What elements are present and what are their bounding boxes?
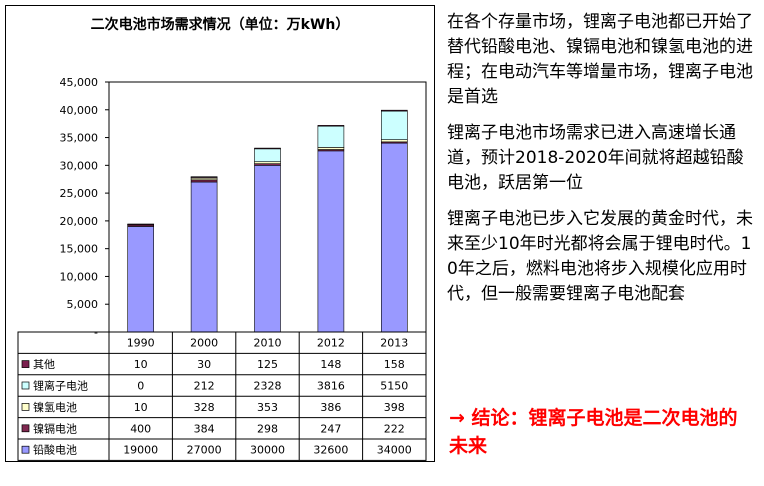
table-value: 10 — [134, 401, 148, 414]
y-tick-label: 40,000 — [60, 104, 99, 117]
table-value: 125 — [257, 358, 278, 371]
y-tick-label: 15,000 — [60, 243, 99, 256]
bar-segment — [317, 125, 345, 127]
table-value: 158 — [384, 358, 405, 371]
y-axis-ticks: 45,000 40,000 35,000 30,000 25,000 20,000 15,0… — [60, 76, 109, 339]
table-value: 398 — [384, 401, 405, 414]
table-value: 384 — [194, 422, 215, 435]
table-value: 34000 — [377, 444, 412, 457]
paragraph-future: 锂离子电池已步入它发展的黄金时代，未来至少10年时光都将会属于锂电时代。10年之… — [447, 209, 753, 304]
legend-label: 铅酸电池 — [33, 443, 77, 457]
table-value: 328 — [194, 401, 215, 414]
table-value: 27000 — [187, 444, 222, 457]
y-tick-label: 35,000 — [60, 132, 99, 145]
bar-segment — [190, 179, 218, 183]
legend-swatch — [21, 381, 30, 390]
bar-segment — [380, 139, 408, 143]
bar-segment — [190, 181, 218, 333]
conclusion-text: → 结论：锂离子电池是二次电池的未来 — [449, 407, 738, 457]
description-text: 在各个存量市场，锂离子电池都已开始了替代铅酸电池、镍镉电池和镍氢电池的进程；在电… — [447, 10, 759, 318]
table-value: 30 — [197, 358, 211, 371]
legend-swatch — [21, 445, 30, 454]
table-value: 148 — [320, 358, 341, 371]
y-tick-label: 5,000 — [67, 298, 99, 311]
table-value: 0 — [137, 380, 144, 393]
table-value: 3816 — [317, 380, 345, 393]
table-value: 30000 — [250, 444, 285, 457]
chart-panel: 二次电池市场需求情况（单位：万kWh） 45,000 40,000 35,000 30… — [5, 5, 435, 462]
bar-segment — [380, 109, 408, 112]
table-value: 298 — [257, 422, 278, 435]
table-value: 222 — [384, 422, 405, 435]
table-value: 247 — [320, 422, 341, 435]
y-tick-label: 20,000 — [60, 215, 99, 228]
y-tick-label: 45,000 — [60, 76, 99, 89]
x-category-label: 2013 — [380, 337, 408, 350]
bar-segment — [190, 176, 218, 178]
table-value: 400 — [130, 422, 151, 435]
bar-segment — [127, 226, 154, 333]
legend-swatch — [21, 360, 30, 368]
x-category-label: 2010 — [254, 337, 282, 350]
legend-swatch — [21, 424, 30, 433]
y-tick-label: 10,000 — [60, 270, 99, 283]
x-category-label: 1990 — [127, 337, 155, 350]
bar-segment — [317, 150, 345, 333]
table-value: 19000 — [123, 444, 158, 457]
bar-segment — [127, 223, 154, 226]
bar-segment — [380, 110, 408, 140]
table-value: 353 — [257, 401, 278, 414]
table-value: 2328 — [254, 380, 282, 393]
bars — [127, 109, 408, 333]
legend-label: 锂离子电池 — [33, 379, 88, 393]
stacked-bar-chart: 45,000 40,000 35,000 30,000 25,000 20,000 15,0… — [17, 76, 427, 461]
x-category-label: 2012 — [317, 337, 345, 350]
paragraph-growth: 锂离子电池市场需求已进入高速增长通道，预计2018-2020年间就将超越铅酸电池… — [447, 123, 744, 193]
table-value: 212 — [194, 380, 215, 393]
bar-segment — [317, 147, 345, 150]
bar-segment — [254, 165, 281, 333]
bar-segment — [380, 142, 408, 333]
y-tick-label: 30,000 — [60, 159, 99, 172]
x-category-label: 2000 — [190, 337, 218, 350]
bar-segment — [254, 147, 281, 150]
table-value: 386 — [320, 401, 341, 414]
table-value: 5150 — [380, 380, 408, 393]
data-table: 1990 2000 2010 2012 2013 其他 10 30 125 148 158 锂离子电池… — [17, 331, 427, 461]
y-tick-label: 25,000 — [60, 187, 99, 200]
legend-label: 镍氢电池 — [33, 400, 77, 414]
chart-title: 二次电池市场需求情况（单位：万kWh） — [90, 17, 350, 33]
legend-swatch — [21, 403, 30, 411]
paragraph-substitution: 在各个存量市场，锂离子电池都已开始了替代铅酸电池、镍镉电池和镍氢电池的进程；在电… — [447, 12, 753, 107]
legend-label: 其他 — [33, 358, 55, 371]
legend-label: 镍镉电池 — [33, 421, 77, 435]
bar-segment — [254, 148, 281, 163]
table-value: 10 — [134, 358, 148, 371]
table-value: 32600 — [313, 444, 348, 457]
bar-segment — [317, 125, 345, 148]
